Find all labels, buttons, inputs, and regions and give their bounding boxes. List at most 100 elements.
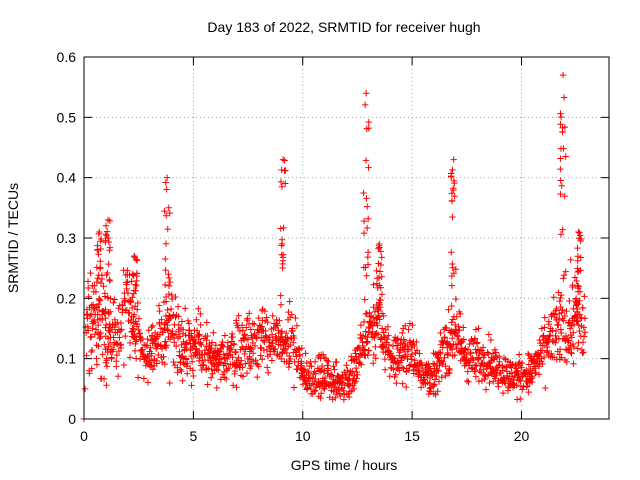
data-point	[90, 319, 98, 326]
data-point	[111, 296, 118, 303]
data-point	[556, 297, 563, 305]
data-point	[104, 216, 112, 224]
data-point	[296, 351, 303, 358]
data-point	[86, 370, 93, 377]
data-point	[147, 358, 155, 366]
data-point	[385, 348, 393, 355]
data-point	[417, 384, 425, 391]
data-point	[451, 193, 458, 200]
data-point	[516, 376, 523, 383]
data-point	[247, 326, 254, 333]
data-point	[195, 335, 202, 343]
data-point	[467, 349, 474, 356]
data-point	[285, 363, 292, 371]
data-point	[188, 382, 195, 389]
data-point	[220, 351, 227, 358]
data-point	[124, 278, 131, 286]
data-point	[400, 337, 408, 345]
data-point	[279, 264, 286, 272]
data-point	[114, 373, 122, 380]
data-point	[269, 312, 276, 320]
data-point	[197, 321, 204, 329]
data-point	[165, 282, 173, 290]
data-point	[486, 379, 493, 387]
data-point	[253, 335, 261, 342]
data-point	[362, 90, 370, 97]
data-point	[372, 355, 379, 362]
data-point	[579, 349, 586, 357]
data-point	[577, 254, 585, 261]
data-point	[142, 342, 150, 350]
data-point	[208, 339, 216, 346]
data-point	[415, 367, 422, 374]
data-point	[449, 335, 456, 342]
data-point	[170, 358, 177, 366]
data-point	[557, 165, 564, 173]
data-point	[175, 313, 182, 320]
data-point	[372, 343, 379, 351]
data-point	[562, 153, 569, 160]
data-point	[124, 267, 131, 274]
data-point	[107, 295, 114, 302]
data-point	[370, 303, 377, 311]
data-point	[133, 336, 140, 343]
data-point	[410, 370, 418, 377]
data-point	[130, 272, 137, 279]
data-point	[140, 375, 148, 382]
data-points	[80, 71, 589, 423]
data-point	[376, 268, 384, 275]
data-point	[95, 306, 103, 314]
data-point	[561, 312, 569, 320]
data-point	[155, 302, 163, 309]
data-point	[262, 333, 270, 340]
data-point	[445, 306, 452, 313]
data-point	[273, 335, 280, 342]
data-point	[213, 384, 221, 392]
data-point	[215, 360, 223, 368]
data-point	[374, 284, 381, 292]
data-point	[446, 341, 454, 349]
data-point	[570, 360, 577, 367]
data-point	[578, 314, 585, 321]
data-point	[235, 354, 242, 361]
data-point	[549, 327, 556, 334]
data-point	[413, 347, 421, 354]
data-point	[196, 340, 204, 347]
data-point	[251, 320, 258, 328]
data-point	[452, 321, 459, 329]
data-point	[312, 387, 319, 394]
data-point	[337, 392, 344, 400]
data-point	[244, 336, 252, 343]
data-point	[333, 358, 340, 366]
data-point	[106, 277, 114, 285]
data-point	[384, 336, 391, 343]
data-point	[538, 325, 546, 332]
data-point	[95, 321, 102, 329]
data-point	[360, 229, 368, 237]
data-point	[272, 345, 279, 353]
data-point	[557, 294, 564, 302]
data-point	[135, 315, 143, 322]
data-point	[448, 190, 456, 197]
data-point	[340, 387, 347, 394]
data-point	[354, 371, 361, 378]
data-point	[345, 393, 353, 401]
data-point	[360, 189, 367, 197]
data-point	[552, 339, 559, 346]
data-point	[185, 320, 193, 327]
data-point	[191, 333, 198, 341]
data-point	[241, 331, 249, 338]
data-point	[574, 318, 581, 325]
data-point	[568, 334, 576, 341]
data-point	[165, 204, 172, 211]
data-point	[134, 374, 142, 381]
data-point	[97, 329, 104, 337]
data-point	[248, 346, 255, 353]
data-point	[290, 339, 297, 346]
data-point	[378, 273, 385, 280]
data-point	[139, 346, 146, 353]
data-point	[174, 303, 182, 310]
data-point	[453, 332, 461, 339]
data-point	[571, 274, 579, 281]
data-point	[160, 353, 167, 360]
